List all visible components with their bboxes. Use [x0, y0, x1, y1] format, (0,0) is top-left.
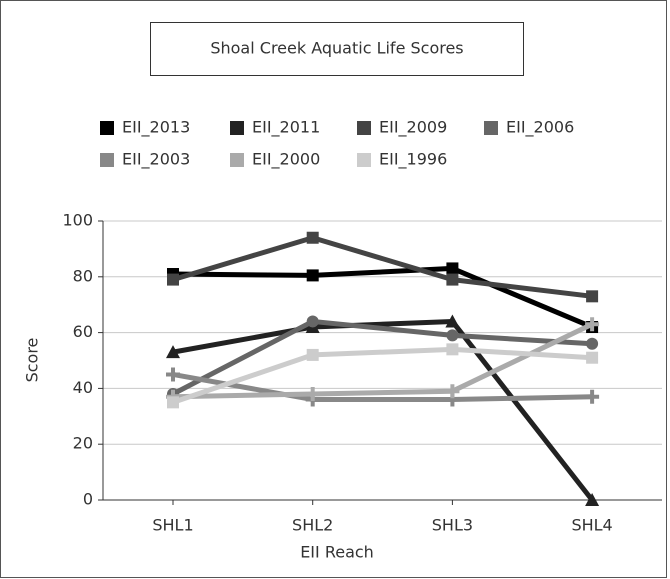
series-line [172, 321, 594, 400]
legend-label: EII_2000 [252, 150, 320, 170]
marker [586, 290, 599, 303]
legend-swatch [357, 121, 371, 135]
legend-swatch [484, 121, 498, 135]
legend-label: EII_2006 [506, 118, 574, 138]
marker [585, 317, 600, 332]
x-tick-label: SHL4 [571, 516, 612, 535]
legend-swatch [230, 153, 244, 167]
legend-label: EII_1996 [379, 150, 447, 170]
marker [446, 343, 459, 356]
y-tick-label: 80 [73, 266, 93, 285]
marker [166, 345, 180, 359]
legend-label: EII_2003 [122, 150, 190, 170]
y-axis-label: Score [23, 338, 42, 383]
marker [306, 348, 319, 361]
series-line [171, 318, 593, 397]
series-line [172, 318, 595, 502]
y-tick-label: 0 [83, 490, 93, 509]
x-tick-label: SHL1 [152, 516, 193, 535]
marker [305, 386, 320, 401]
series-line [172, 235, 593, 299]
y-tick-label: 60 [73, 322, 93, 341]
marker [446, 273, 459, 286]
legend-swatch [100, 121, 114, 135]
marker [446, 329, 459, 342]
legend-swatch [230, 121, 244, 135]
legend-label: EII_2013 [122, 118, 190, 138]
legend-swatch [100, 153, 114, 167]
legend-label: EII_2011 [252, 118, 320, 138]
marker [167, 273, 179, 286]
series-line [172, 265, 594, 330]
x-tick-label: SHL3 [432, 516, 473, 535]
marker [586, 351, 599, 364]
marker [445, 314, 460, 328]
y-tick-label: 20 [73, 434, 93, 453]
marker [445, 384, 460, 399]
marker [167, 396, 179, 409]
series-line [172, 346, 593, 405]
marker [166, 367, 180, 382]
marker [306, 315, 319, 328]
series-line [172, 371, 593, 403]
marker [586, 337, 599, 350]
title-box [150, 22, 524, 76]
y-tick-label: 40 [73, 378, 93, 397]
chart-title: Shoal Creek Aquatic Life Scores [210, 39, 463, 58]
marker [306, 269, 319, 282]
legend-label: EII_2009 [379, 118, 447, 138]
x-tick-label: SHL2 [292, 516, 333, 535]
marker [585, 389, 600, 404]
legend-swatch [357, 153, 371, 167]
x-axis-label: EII Reach [300, 543, 374, 562]
marker [585, 493, 600, 506]
marker [446, 262, 459, 275]
marker [306, 231, 319, 244]
y-tick-label: 100 [62, 211, 93, 230]
